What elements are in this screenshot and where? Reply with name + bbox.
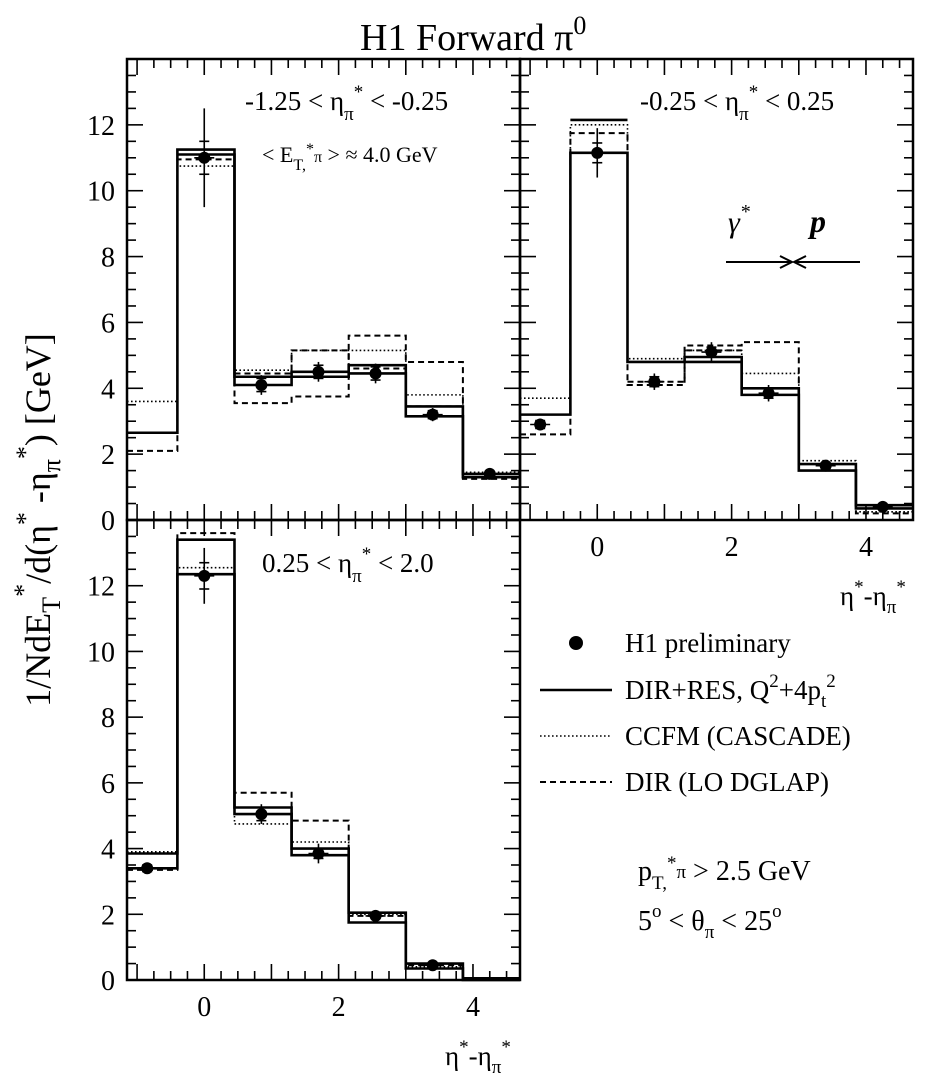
series-dotted-step [127, 166, 520, 472]
panel-frame [520, 59, 913, 520]
data-point [648, 376, 660, 388]
data-point [198, 152, 210, 164]
panel-tr-range-label: -0.25 < ηπ* < 0.25 [640, 82, 834, 125]
series-dotted-step [127, 568, 520, 979]
data-point [370, 910, 382, 922]
data-point [198, 570, 210, 582]
y-tick-label: 6 [101, 308, 115, 339]
y-tick-label: 12 [87, 572, 115, 603]
x-tick-label: 0 [590, 532, 604, 563]
x-axis-label-bottom: η*-ηπ* [445, 1037, 511, 1078]
series-dashed-band [627, 350, 741, 381]
panel-frame [127, 59, 520, 520]
series-solid-band [570, 120, 913, 505]
proton-label: p [807, 203, 826, 239]
legend-marker-data [569, 636, 583, 650]
figure-title: H1 Forward π0 [360, 11, 586, 59]
data-point [370, 367, 382, 379]
series-solid-step [127, 150, 520, 474]
y-tick-label: 2 [101, 900, 115, 931]
data-point [255, 808, 267, 820]
y-tick-label: 12 [87, 111, 115, 142]
legend-label-dir-res: DIR+RES, Q2+4pt2 [625, 671, 836, 712]
y-tick-label: 0 [101, 506, 115, 537]
x-tick-label: 2 [332, 992, 346, 1023]
panel-tl-energy-label: < ET,*π > ≈ 4.0 GeV [262, 141, 438, 174]
legend: H1 preliminary DIR+RES, Q2+4pt2 CCFM (CA… [540, 628, 851, 797]
panel-tl-range-label: -1.25 < ηπ* < -0.25 [245, 82, 448, 125]
y-tick-label: 4 [101, 835, 115, 866]
data-point [312, 848, 324, 860]
panel-top-right: 0 2 4 [520, 59, 913, 563]
series-solid-step [520, 153, 913, 509]
data-point [484, 468, 496, 480]
series-solid-step [127, 574, 520, 978]
series-dashed-step [127, 159, 520, 478]
x-tick-label: 2 [725, 532, 739, 563]
data-point [427, 409, 439, 421]
panel-top-left: 0 2 4 6 8 10 12 [87, 59, 520, 537]
legend-label-ccfm: CCFM (CASCADE) [625, 721, 851, 751]
beam-direction-diagram: γ* p [726, 201, 860, 268]
y-tick-label: 0 [101, 966, 115, 997]
data-point [255, 379, 267, 391]
y-tick-label: 8 [101, 703, 115, 734]
data-point [534, 419, 546, 431]
series-solid-band [177, 154, 520, 477]
data-point [763, 387, 775, 399]
y-tick-label: 10 [87, 637, 115, 668]
legend-label-dir: DIR (LO DGLAP) [625, 767, 829, 797]
series-solid-band [127, 540, 520, 980]
theta-cut-label: 5o < θπ < 25o [638, 901, 782, 943]
x-tick-label: 4 [466, 992, 480, 1023]
series-dashed-step [127, 533, 520, 978]
y-tick-label: 6 [101, 769, 115, 800]
x-tick-label: 4 [859, 532, 873, 563]
data-point [312, 366, 324, 378]
panel-frame [127, 520, 520, 980]
data-point [820, 460, 832, 472]
y-tick-label: 4 [101, 374, 115, 405]
series-dashed-step [520, 133, 913, 513]
data-point [591, 147, 603, 159]
y-tick-label: 10 [87, 177, 115, 208]
y-tick-label: 2 [101, 440, 115, 471]
panel-bl-range-label: 0.25 < ηπ* < 2.0 [262, 544, 434, 587]
x-axis-label-top-right: η*-ηπ* [840, 577, 906, 618]
photon-label: γ* [728, 201, 750, 239]
data-point [877, 501, 889, 513]
y-axis-label: 1/NdET*/d(η* -ηπ*) [GeV] [9, 333, 66, 707]
series-dotted-step [520, 125, 913, 512]
data-point [141, 862, 153, 874]
panel-bottom-left: 0 2 4 6 8 10 12 0 2 4 [87, 520, 520, 1023]
x-tick-label: 0 [197, 992, 211, 1023]
pt-cut-label: pT,*π > 2.5 GeV [638, 853, 811, 894]
legend-label-data: H1 preliminary [625, 628, 791, 658]
y-tick-label: 8 [101, 243, 115, 274]
data-point [427, 959, 439, 971]
data-point [705, 346, 717, 358]
